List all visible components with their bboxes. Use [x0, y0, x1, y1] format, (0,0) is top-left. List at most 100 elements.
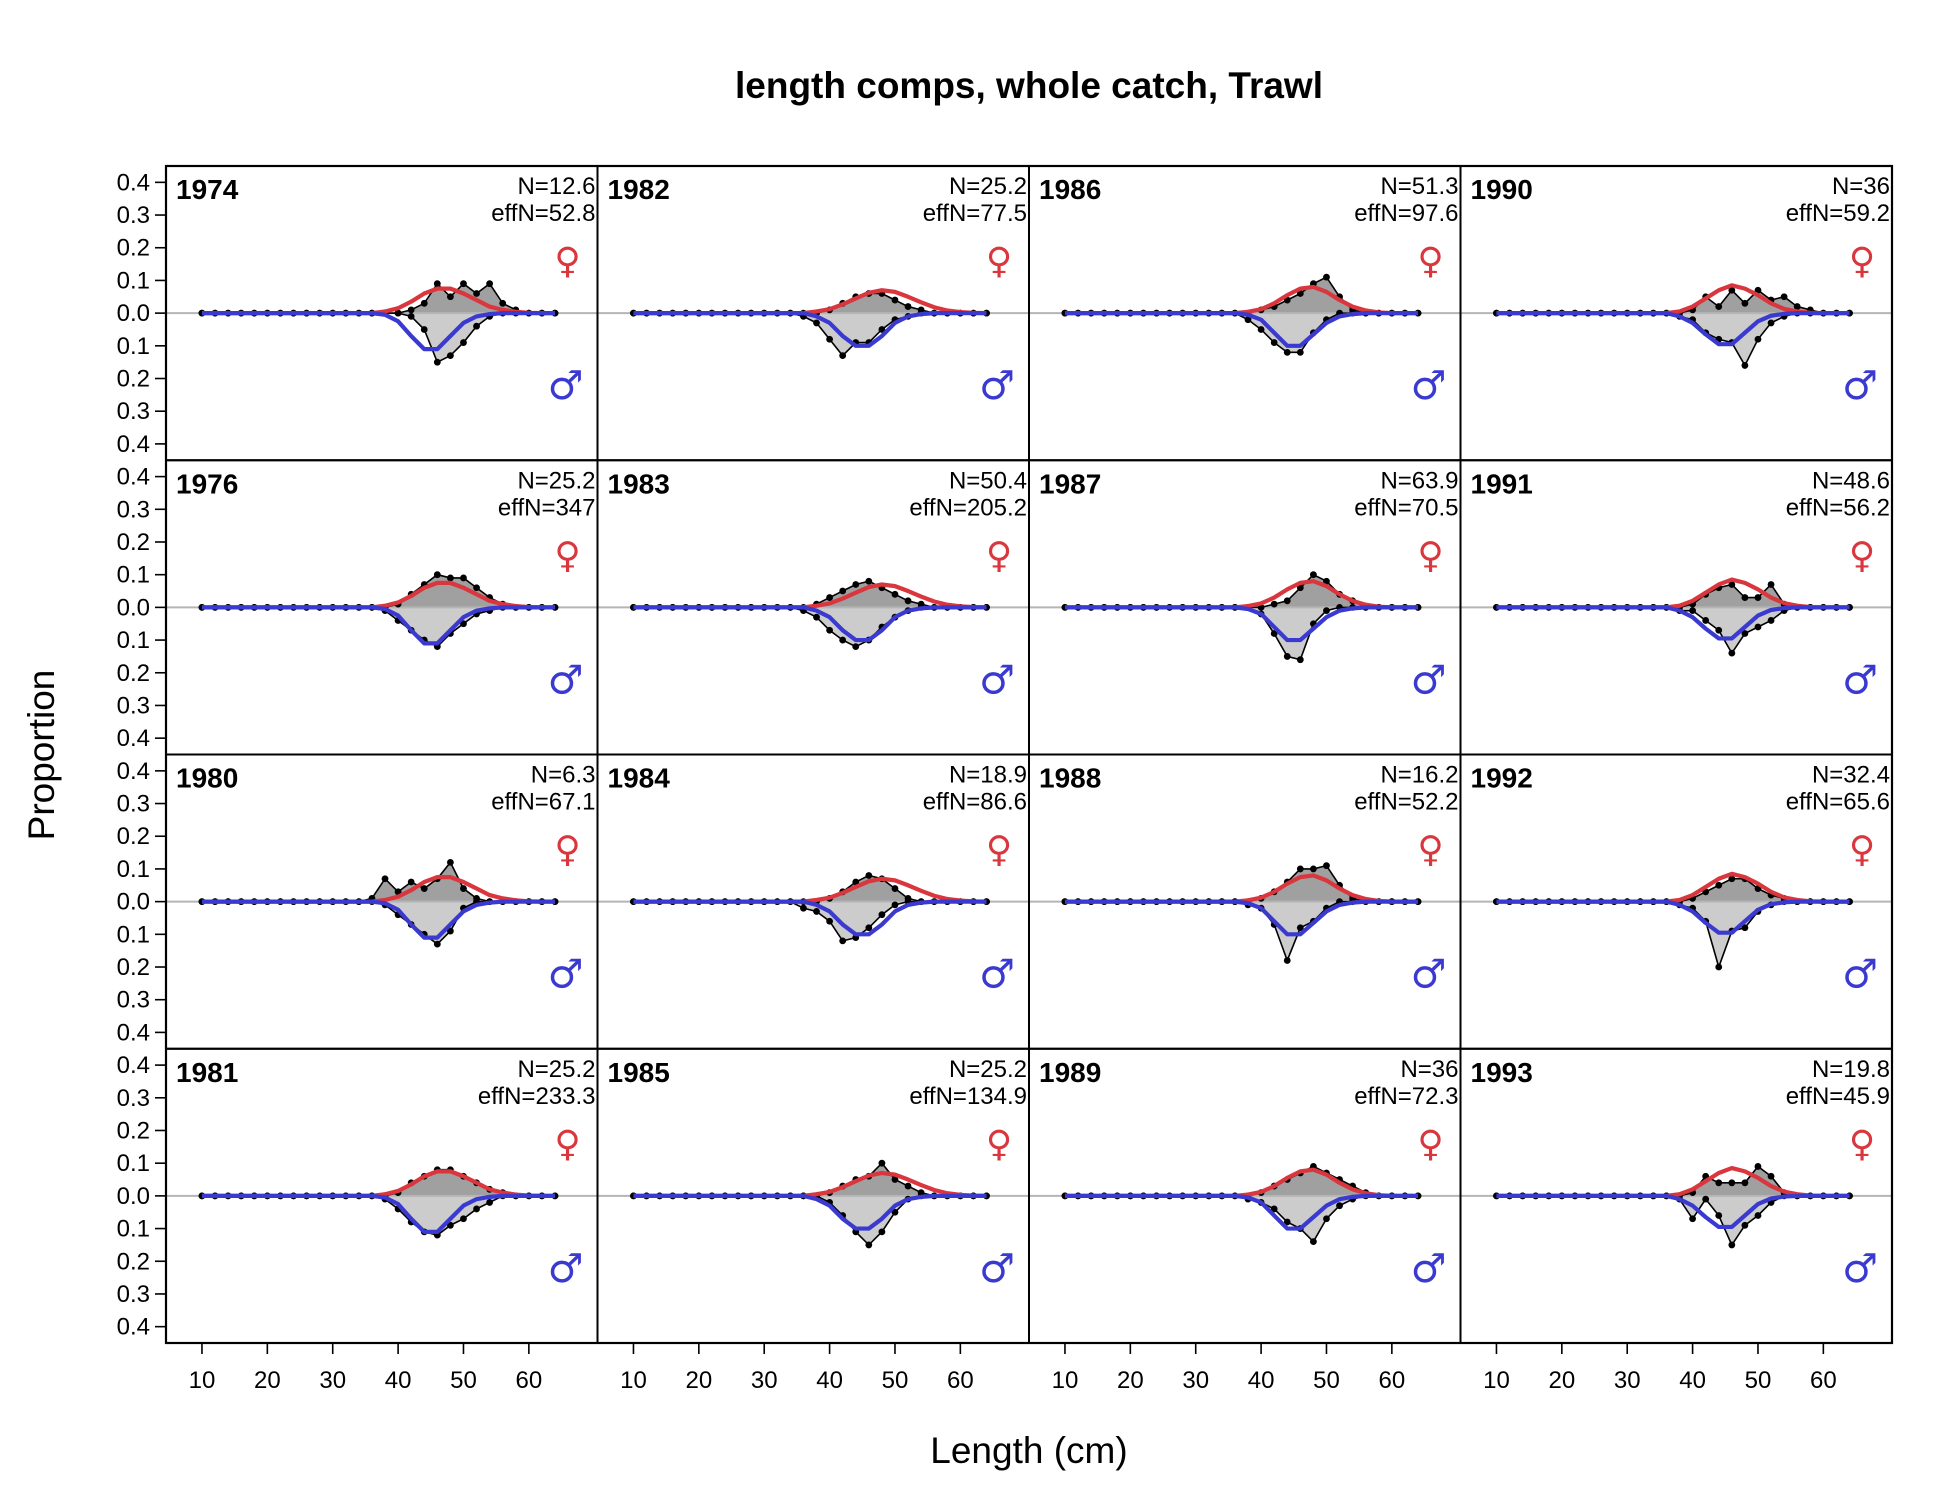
plot-frame [164, 164, 1894, 1345]
male-observed-point [878, 326, 886, 333]
male-observed-point [1689, 1215, 1696, 1223]
female-observed-area [201, 283, 556, 314]
panel-n-label: N=6.3 [531, 762, 596, 789]
male-symbol-icon: ♂ [1842, 952, 1878, 998]
male-observed-point [1296, 656, 1304, 664]
panel-effn-label: effN=59.2 [1786, 200, 1890, 227]
panel-effn-label: effN=52.8 [491, 200, 595, 227]
y-axis-title: Proportion [21, 670, 62, 841]
male-observed-point [460, 1215, 467, 1223]
female-observed-point [446, 293, 454, 301]
panel-n-label: N=36 [1832, 173, 1890, 200]
x-tick-label: 10 [189, 1367, 216, 1394]
male-observed-point [446, 1221, 454, 1229]
male-observed-point [1270, 339, 1278, 346]
male-observed-point [1702, 617, 1710, 624]
male-observed-point [1741, 630, 1749, 637]
x-tick-label: 30 [1182, 1367, 1209, 1394]
male-observed-area [201, 1195, 556, 1236]
female-observed-point [407, 306, 415, 314]
female-observed-point [1270, 600, 1278, 608]
female-observed-area [201, 862, 556, 902]
female-observed-point [433, 571, 441, 579]
male-symbol-icon: ♂ [1411, 657, 1447, 703]
female-symbol-icon: ♀ [1417, 830, 1443, 871]
female-observed-point [904, 597, 912, 605]
female-observed-area [201, 1169, 556, 1196]
male-observed-point [473, 1205, 480, 1213]
male-observed-line [1064, 900, 1419, 963]
female-observed-point [1767, 581, 1775, 588]
female-observed-point [839, 587, 847, 595]
male-observed-point [800, 904, 807, 912]
female-observed-point [1754, 1163, 1762, 1170]
female-observed-point [826, 594, 833, 601]
female-observed-point [1309, 865, 1317, 873]
x-tick-label: 10 [1052, 1367, 1079, 1394]
male-observed-line [633, 312, 987, 357]
male-observed-area [1496, 1195, 1850, 1245]
male-observed-point [878, 1228, 886, 1236]
y-tick-label: 0.1 [117, 267, 150, 294]
y-tick-label: 0.0 [117, 594, 150, 621]
female-observed-point [891, 1176, 899, 1183]
panel-year-label: 1986 [1039, 174, 1101, 205]
panel-n-label: N=25.2 [517, 467, 595, 494]
female-observed-point [460, 885, 467, 892]
male-observed-line [1064, 606, 1419, 661]
male-observed-line [201, 900, 556, 946]
female-observed-point [473, 584, 480, 592]
y-tick-label: 0.3 [117, 398, 150, 425]
female-expected-line [633, 288, 987, 316]
female-symbol-icon: ♀ [1417, 1124, 1443, 1165]
male-expected-line [633, 311, 987, 348]
female-observed-point [446, 858, 454, 866]
panel-n-label: N=12.6 [517, 173, 595, 200]
panel-effn-label: effN=134.9 [909, 1083, 1027, 1110]
panel-n-label: N=19.8 [1812, 1056, 1890, 1083]
male-expected-line [201, 1193, 556, 1234]
male-observed-point [1244, 316, 1252, 324]
male-observed-point [839, 937, 847, 945]
female-observed-point [1741, 594, 1749, 601]
female-observed-line [1064, 864, 1419, 903]
panel-year-label: 1987 [1039, 468, 1101, 499]
panel-effn-label: effN=205.2 [909, 494, 1027, 521]
male-expected-line [1064, 899, 1419, 937]
female-observed-point [1309, 571, 1317, 579]
panel-year-label: 1982 [608, 174, 670, 205]
male-observed-point [813, 613, 820, 621]
male-observed-point [865, 924, 873, 932]
panel-effn-label: effN=67.1 [491, 789, 595, 816]
x-tick-label: 10 [620, 1367, 647, 1394]
y-tick-label: 0.4 [117, 1314, 150, 1341]
axes: 0.4 0.3 0.2 0.1 0.0 0.1 0.2 0.3 0.4 0.4 0.3 0.2 0.1 0… [117, 164, 1894, 1394]
male-observed-point [1270, 1205, 1278, 1213]
y-tick-label: 0.0 [117, 1183, 150, 1210]
male-expected-line [1496, 899, 1850, 935]
male-observed-point [1728, 1241, 1736, 1249]
y-tick-label: 0.1 [117, 627, 150, 654]
panel-year-label: 1976 [176, 468, 238, 499]
panel-effn-label: effN=86.6 [923, 789, 1027, 816]
female-observed-area [201, 574, 556, 608]
panel-year-label: 1984 [608, 763, 671, 794]
male-observed-line [201, 312, 556, 364]
female-observed-point [1323, 577, 1330, 585]
male-observed-line [1496, 1195, 1850, 1247]
male-observed-area [1064, 1195, 1419, 1242]
female-observed-point [433, 280, 441, 288]
y-tick-label: 0.4 [117, 1052, 150, 1079]
female-observed-point [904, 303, 912, 310]
female-observed-area [1496, 584, 1850, 608]
y-tick-label: 0.4 [117, 169, 150, 196]
female-observed-area [1496, 878, 1850, 902]
y-tick-label: 0.4 [117, 758, 150, 785]
male-symbol-icon: ♂ [548, 363, 584, 409]
female-observed-point [1793, 303, 1801, 310]
female-observed-point [878, 1159, 886, 1167]
